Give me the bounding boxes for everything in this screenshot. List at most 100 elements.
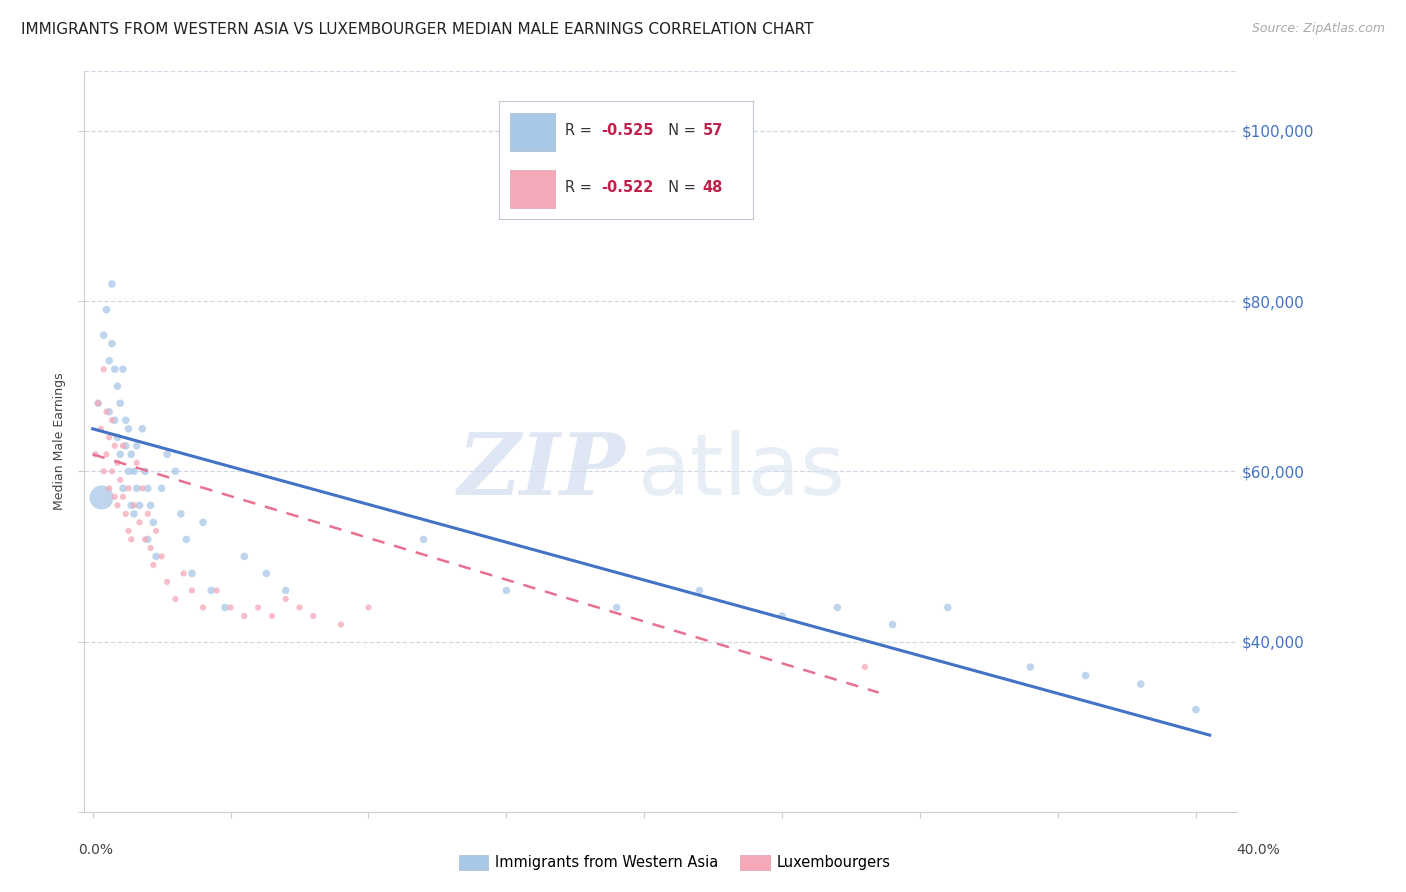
Point [104, 439, 127, 453]
Point [134, 464, 156, 478]
Point [101, 277, 124, 292]
Point [114, 439, 136, 453]
Point [145, 549, 167, 564]
Point [131, 481, 153, 495]
Point [882, 617, 904, 632]
Point [150, 481, 173, 495]
Point [142, 558, 165, 572]
Point [688, 583, 710, 598]
Point [93, 464, 115, 478]
Point [122, 464, 145, 478]
Point [181, 566, 204, 581]
Point [219, 600, 242, 615]
Point [96, 447, 118, 461]
Point [110, 447, 132, 461]
Point [117, 481, 139, 495]
Point [111, 490, 134, 504]
Point [87, 396, 110, 410]
Point [111, 362, 134, 376]
Point [156, 574, 179, 589]
Point [117, 422, 139, 436]
Point [150, 549, 173, 564]
Point [170, 507, 193, 521]
Point [98, 405, 121, 419]
Point [247, 600, 270, 615]
Point [101, 464, 124, 478]
Point [181, 583, 204, 598]
Point [104, 362, 127, 376]
Point [125, 481, 148, 495]
Point [233, 609, 256, 624]
Point [96, 405, 118, 419]
Point [104, 490, 127, 504]
Point [131, 422, 153, 436]
Point [87, 396, 110, 410]
Point [191, 600, 214, 615]
Point [107, 499, 129, 513]
Text: 0.0%: 0.0% [79, 843, 112, 857]
Point [200, 583, 222, 598]
Point [104, 413, 127, 427]
Point [90, 490, 112, 504]
Point [120, 447, 142, 461]
Point [125, 456, 148, 470]
Point [853, 660, 876, 674]
Point [122, 499, 145, 513]
Point [120, 499, 142, 513]
Point [107, 379, 129, 393]
Point [125, 439, 148, 453]
Point [101, 336, 124, 351]
Text: atlas: atlas [638, 430, 846, 513]
Point [165, 591, 187, 606]
Point [117, 464, 139, 478]
Point [936, 600, 959, 615]
Point [302, 609, 325, 624]
Point [176, 533, 198, 547]
Point [770, 609, 793, 624]
Point [288, 600, 311, 615]
Point [1129, 677, 1152, 691]
Point [96, 302, 118, 317]
Point [107, 456, 129, 470]
Point [191, 516, 214, 530]
Point [139, 499, 162, 513]
Point [205, 583, 228, 598]
Point [128, 516, 150, 530]
Point [101, 413, 124, 427]
Point [122, 507, 145, 521]
Point [136, 507, 159, 521]
Point [93, 328, 115, 343]
Point [412, 533, 434, 547]
Point [145, 524, 167, 538]
Point [214, 600, 236, 615]
Point [1185, 703, 1208, 717]
Point [495, 583, 517, 598]
Point [114, 413, 136, 427]
Point [136, 533, 159, 547]
Point [93, 362, 115, 376]
Point [274, 583, 297, 598]
Point [357, 600, 380, 615]
Point [84, 447, 107, 461]
Point [136, 481, 159, 495]
Text: IMMIGRANTS FROM WESTERN ASIA VS LUXEMBOURGER MEDIAN MALE EARNINGS CORRELATION CH: IMMIGRANTS FROM WESTERN ASIA VS LUXEMBOU… [21, 22, 814, 37]
Point [260, 609, 283, 624]
Point [114, 507, 136, 521]
Point [98, 430, 121, 444]
Point [98, 353, 121, 368]
Text: Source: ZipAtlas.com: Source: ZipAtlas.com [1251, 22, 1385, 36]
Point [117, 524, 139, 538]
Legend: Immigrants from Western Asia, Luxembourgers: Immigrants from Western Asia, Luxembourg… [453, 848, 897, 876]
Point [139, 541, 162, 555]
Point [606, 600, 628, 615]
Point [1019, 660, 1042, 674]
Point [120, 533, 142, 547]
Point [107, 430, 129, 444]
Point [111, 439, 134, 453]
Point [274, 591, 297, 606]
Point [827, 600, 849, 615]
Point [128, 499, 150, 513]
Point [329, 617, 352, 632]
Point [98, 481, 121, 495]
Point [233, 549, 256, 564]
